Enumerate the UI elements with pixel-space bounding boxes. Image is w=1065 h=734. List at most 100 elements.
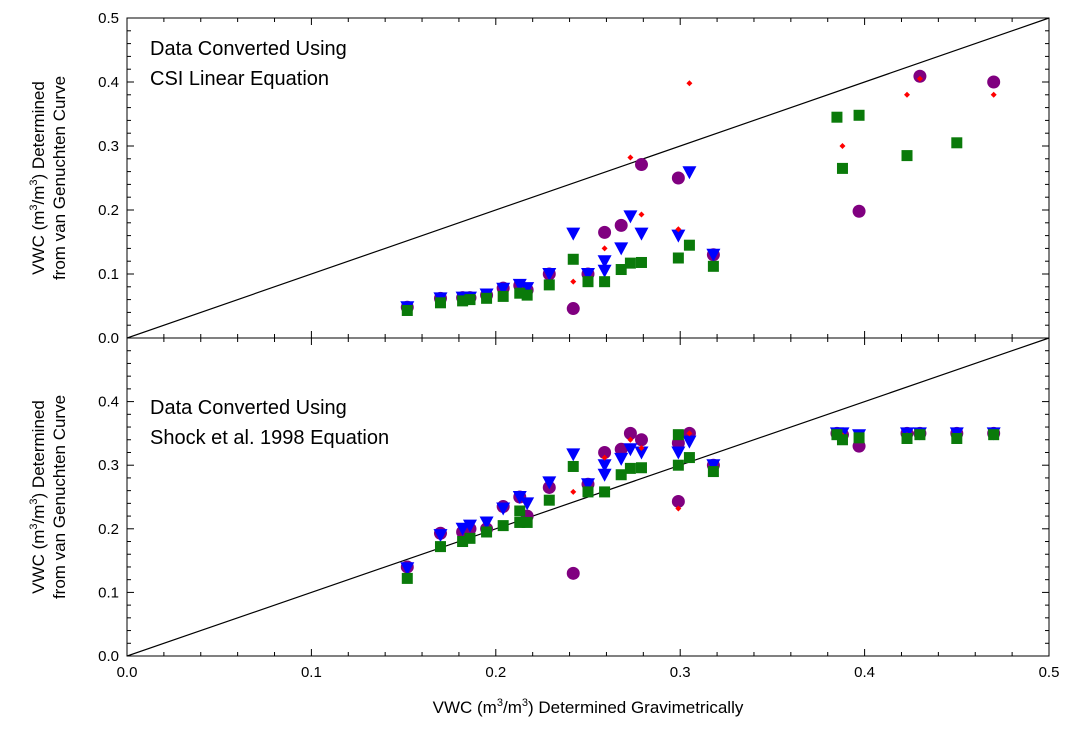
bottom-square-point <box>543 494 555 506</box>
x-tick-label: 0.5 <box>1039 664 1060 681</box>
top-square-point <box>401 304 413 316</box>
bottom-triangle-point <box>671 446 686 460</box>
bottom-square-point <box>707 466 719 478</box>
top-triangle-point <box>614 242 629 256</box>
top-diamond-point <box>638 211 645 218</box>
top-triangle-point <box>671 229 686 243</box>
top-square-point <box>831 111 843 123</box>
top-triangle-point <box>634 227 649 241</box>
top-square-point <box>615 264 627 276</box>
bottom-square-point <box>831 429 843 441</box>
top-diamond-point <box>904 91 911 98</box>
bottom-triangle-point <box>634 446 649 460</box>
bottom-circle-point <box>634 433 648 447</box>
top-square-point <box>672 252 684 264</box>
top-square-point <box>836 162 848 174</box>
bottom-square-point <box>988 429 1000 441</box>
top-diamond-point <box>675 226 682 233</box>
top-square-point <box>635 256 647 268</box>
top-square-point <box>683 239 695 251</box>
bottom-square-point <box>567 460 579 472</box>
bottom-triangle-point <box>542 476 557 490</box>
top-square-point <box>543 279 555 291</box>
bottom-diamond-point <box>675 505 682 512</box>
bottom-annotation-line1: Data Converted Using <box>150 397 347 419</box>
bottom-y-axis-title: VWC (m3/m3) Determined from van Genuchte… <box>28 395 69 599</box>
bottom-triangle-point <box>597 468 612 482</box>
top-y-tick-label: 0.0 <box>98 330 119 347</box>
top-square-point <box>567 253 579 265</box>
bottom-diamond-point <box>627 436 634 443</box>
panel-top: 0.00.10.20.30.40.5 Data Converted Using … <box>98 10 1050 347</box>
top-y-axis-title: VWC (m3/m3) Determined from van Genuchte… <box>28 76 69 280</box>
top-triangle-point <box>566 227 581 241</box>
top-one-to-one-line <box>126 17 1050 339</box>
top-square-point <box>951 137 963 149</box>
top-annotation-line1: Data Converted Using <box>150 38 347 60</box>
bottom-square-point <box>582 486 594 498</box>
bottom-y-tick-label: 0.2 <box>98 521 119 538</box>
top-square-point <box>853 109 865 121</box>
svg-text:from van Genuchten Curve: from van Genuchten Curve <box>50 395 69 599</box>
bottom-circle-point <box>566 566 580 580</box>
top-diamond-point <box>916 75 923 82</box>
top-triangle-point <box>496 282 511 296</box>
x-tick-label: 0.4 <box>854 664 875 681</box>
bottom-square-point <box>514 516 526 528</box>
bottom-y-tick-label: 0.3 <box>98 457 119 474</box>
top-circle-point <box>566 302 580 316</box>
bottom-square-point <box>464 532 476 544</box>
bottom-y-tick-label: 0.4 <box>98 394 119 411</box>
x-tick-label: 0.3 <box>670 664 691 681</box>
svg-text:from van Genuchten Curve: from van Genuchten Curve <box>50 76 69 280</box>
top-triangle-point <box>682 166 697 180</box>
bottom-triangle-point <box>682 435 697 449</box>
top-y-tick-label: 0.1 <box>98 266 119 283</box>
svg-text:VWC (m3/m3) Determined: VWC (m3/m3) Determined <box>28 81 48 275</box>
bottom-ticks: 0.0 0.1 0.2 0.3 0.4 0.5 0.0 0.1 0.2 0.3 0.4 <box>98 337 1060 681</box>
bottom-triangle-point <box>479 516 494 530</box>
top-ticks: 0.0 0.1 0.2 0.3 0.4 0.5 <box>98 10 1050 347</box>
top-triangle-point <box>520 282 535 296</box>
bottom-square-point <box>497 520 509 532</box>
top-circle-point <box>852 204 866 218</box>
top-diamond-point <box>570 278 577 285</box>
svg-text:VWC (m3/m3) Determined: VWC (m3/m3) Determined <box>28 400 48 594</box>
bottom-diamond-point <box>638 445 645 452</box>
bottom-triangle-point <box>566 448 581 462</box>
bottom-triangle-point <box>614 452 629 466</box>
top-square-point <box>624 257 636 269</box>
bottom-circle-point <box>671 494 685 508</box>
bottom-triangle-point <box>496 502 511 516</box>
x-axis-title: VWC (m3/m3) Determined Gravimetrically <box>433 697 744 717</box>
top-circle-point <box>634 158 648 172</box>
top-circle-point <box>614 218 628 232</box>
x-tick-label: 0.1 <box>301 664 322 681</box>
bottom-square-point <box>481 526 493 538</box>
top-data-marks <box>126 17 1050 339</box>
bottom-diamond-point <box>686 430 693 437</box>
bottom-square-point <box>853 432 865 444</box>
top-square-point <box>497 290 509 302</box>
bottom-square-point <box>901 432 913 444</box>
top-square-point <box>434 297 446 309</box>
top-y-tick-label: 0.3 <box>98 138 119 155</box>
top-triangle-point <box>706 248 721 262</box>
top-square-point <box>901 150 913 162</box>
panel-bottom: 0.0 0.1 0.2 0.3 0.4 0.5 0.0 0.1 0.2 0.3 0.4 Data C… <box>98 337 1060 681</box>
bottom-triangle-point <box>520 497 535 511</box>
top-diamond-point <box>601 245 608 252</box>
top-square-point <box>481 292 493 304</box>
top-square-point <box>521 289 533 301</box>
bottom-plot-frame <box>126 337 1050 657</box>
bottom-triangle-point <box>597 459 612 473</box>
top-y-tick-label: 0.2 <box>98 202 119 219</box>
bottom-square-point <box>514 505 526 517</box>
top-triangle-point <box>623 210 638 224</box>
top-square-point <box>582 276 594 288</box>
top-square-point <box>464 294 476 306</box>
top-diamond-point <box>686 80 693 87</box>
top-y-tick-label: 0.4 <box>98 74 119 91</box>
bottom-y-tick-label: 0.0 <box>98 648 119 665</box>
